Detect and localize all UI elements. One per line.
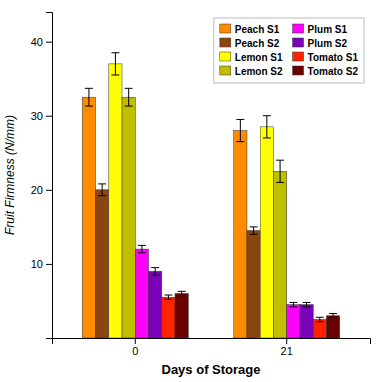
legend-label: Peach S2 <box>235 38 280 49</box>
legend-item: Peach S2 <box>220 38 280 49</box>
error-bar <box>98 184 106 196</box>
y-tick-label: 40 <box>31 36 43 48</box>
y-axis-title: Fruit Firmness (N/mm) <box>3 115 17 235</box>
bars <box>82 53 339 338</box>
legend-label: Peach S1 <box>235 24 280 35</box>
y-tick: 30 <box>31 110 52 122</box>
legend-label: Lemon S2 <box>235 66 283 77</box>
x-axis-line <box>53 339 371 345</box>
y-tick-mark <box>46 42 52 43</box>
legend-item: Peach S1 <box>220 24 280 35</box>
legend-swatch <box>220 66 231 75</box>
legend-swatch <box>293 24 304 33</box>
error-bar <box>178 291 186 295</box>
y-tick: 10 <box>31 258 52 270</box>
error-bar <box>329 314 337 318</box>
error-bar <box>303 302 311 306</box>
chart: 10 20 30 40 0 21 Peach S1 Peach S2 Lemon S1 Lemon… <box>0 0 382 382</box>
y-axis: 10 20 30 40 <box>31 13 53 339</box>
legend-item: Plum S1 <box>293 24 348 35</box>
bar <box>122 97 135 338</box>
series <box>122 88 287 338</box>
bar <box>313 319 326 338</box>
legend-label: Tomato S2 <box>308 66 359 77</box>
x-tick: 21 <box>281 338 293 357</box>
error-bar <box>316 317 324 321</box>
legend-swatch <box>220 38 231 47</box>
bar <box>234 131 247 338</box>
bar <box>175 294 188 338</box>
legend-swatch <box>220 24 231 33</box>
y-tick-label: 20 <box>31 184 43 196</box>
plot: 10 20 30 40 0 21 Peach S1 Peach S2 Lemon S1 Lemon… <box>31 13 371 357</box>
y-tick-mark <box>46 190 52 191</box>
error-bar <box>289 302 297 306</box>
error-bar <box>125 88 133 106</box>
y-tick: 40 <box>31 36 52 48</box>
legend-item: Plum S2 <box>293 38 348 49</box>
bar <box>247 231 260 338</box>
series <box>82 88 247 338</box>
legend-item: Tomato S2 <box>293 66 359 77</box>
series <box>175 291 340 338</box>
legend-item: Lemon S1 <box>220 52 283 63</box>
error-bar <box>236 119 244 141</box>
legend-label: Lemon S1 <box>235 52 283 63</box>
bar <box>82 97 95 338</box>
legend-label: Plum S2 <box>308 38 348 49</box>
legend-box <box>214 18 364 83</box>
x-tick-mark <box>135 338 136 344</box>
legend: Peach S1 Peach S2 Lemon S1 Lemon S2 Plum S1 P… <box>214 18 364 83</box>
error-bar <box>138 245 146 252</box>
x-axis: 0 21 <box>53 338 371 357</box>
bar <box>300 305 313 338</box>
error-bar <box>250 227 258 234</box>
y-tick: 20 <box>31 184 52 196</box>
series <box>109 53 274 338</box>
y-axis-line <box>46 13 53 339</box>
x-tick-label: 0 <box>132 345 138 357</box>
legend-swatch <box>220 52 231 61</box>
bar <box>149 271 162 338</box>
series <box>135 245 300 338</box>
x-tick-label: 21 <box>281 345 293 357</box>
error-bar <box>263 116 271 138</box>
y-tick-mark <box>46 264 52 265</box>
bar <box>162 297 175 338</box>
y-tick-mark <box>46 116 52 117</box>
y-tick-label: 30 <box>31 110 43 122</box>
error-bar <box>111 53 119 75</box>
bar <box>273 171 286 338</box>
legend-item: Tomato S1 <box>293 52 359 63</box>
legend-swatch <box>293 66 304 75</box>
legend-swatch <box>293 38 304 47</box>
legend-swatch <box>293 52 304 61</box>
error-bar <box>151 268 159 275</box>
y-tick-label: 10 <box>31 258 43 270</box>
legend-label: Tomato S1 <box>308 52 359 63</box>
legend-item: Lemon S2 <box>220 66 283 77</box>
bar <box>109 64 122 338</box>
x-tick-mark <box>286 338 287 344</box>
x-axis-title: Days of Storage <box>162 362 261 377</box>
bar <box>326 316 339 338</box>
bar <box>287 305 300 338</box>
error-bar <box>85 88 93 106</box>
legend-label: Plum S1 <box>308 24 348 35</box>
bar <box>96 190 109 338</box>
error-bar <box>276 160 284 182</box>
x-tick: 0 <box>132 338 138 357</box>
series <box>149 268 314 338</box>
bar <box>135 249 148 338</box>
bar <box>260 127 273 338</box>
error-bar <box>164 295 172 299</box>
